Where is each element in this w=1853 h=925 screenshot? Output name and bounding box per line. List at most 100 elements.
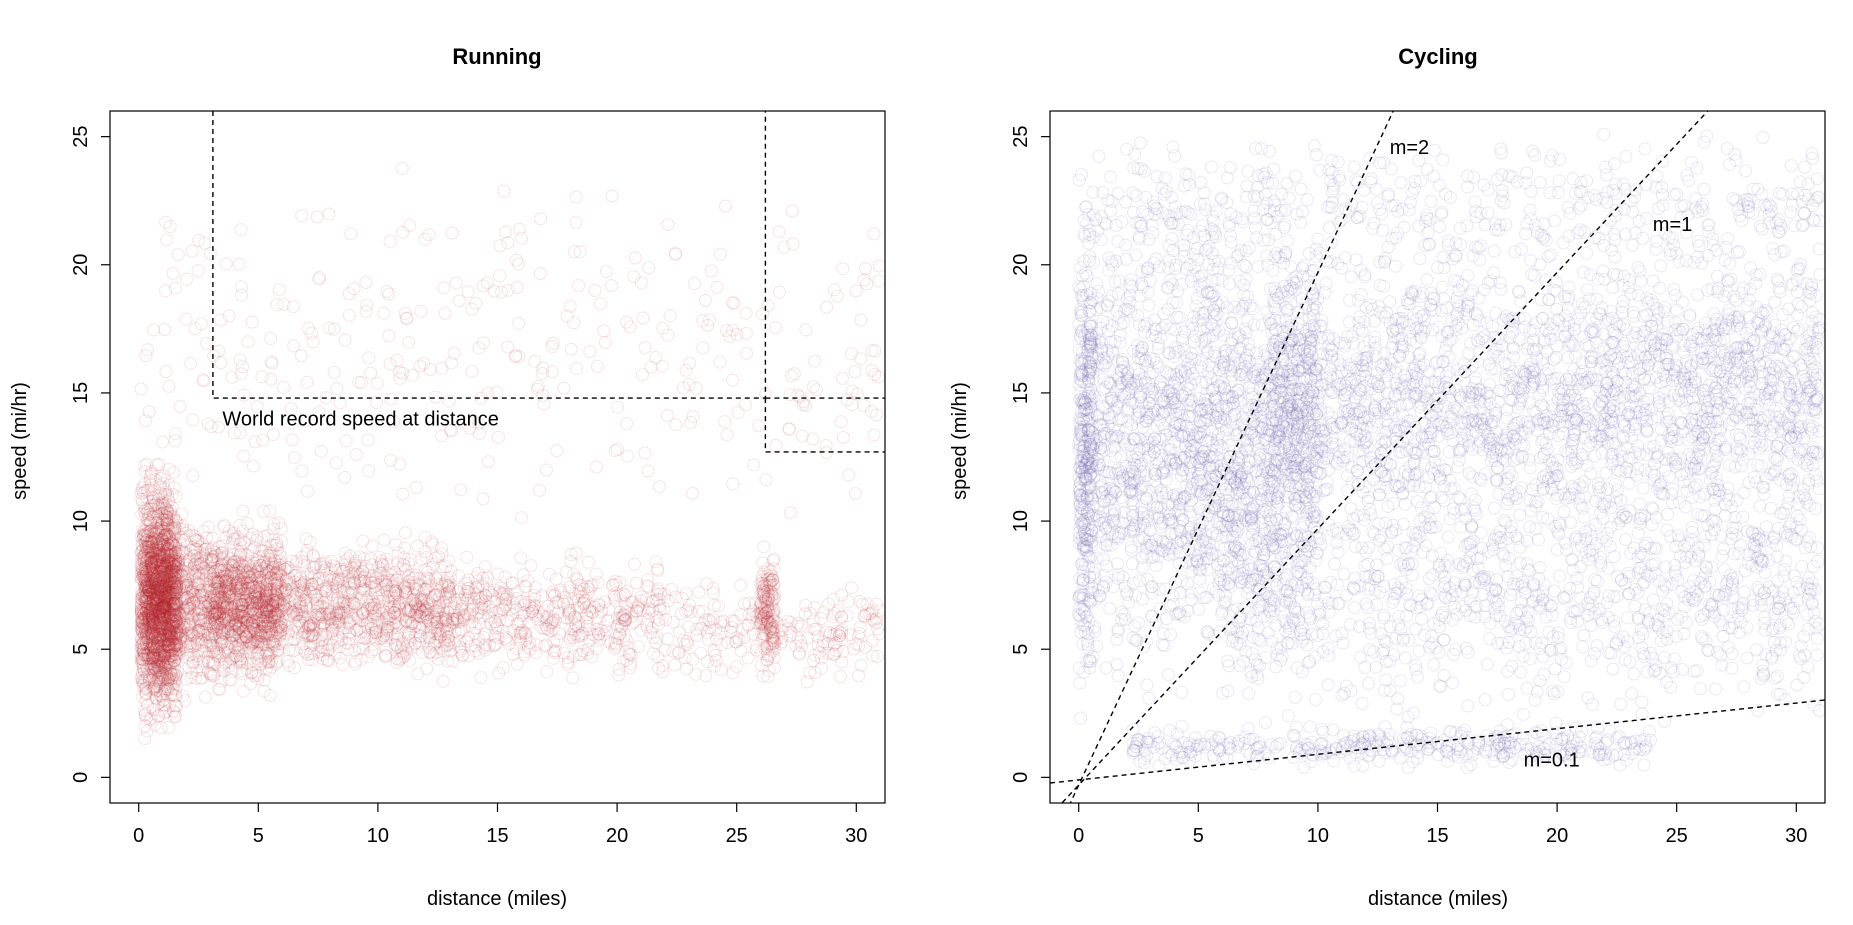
running-point <box>267 611 281 625</box>
running-point <box>147 562 161 576</box>
running-point <box>150 521 164 535</box>
running-point <box>227 526 241 540</box>
running-point <box>157 612 170 626</box>
running-point <box>164 565 178 579</box>
running-point <box>220 578 233 592</box>
running-point <box>169 689 183 702</box>
running-point <box>163 604 177 618</box>
running-point <box>550 444 564 458</box>
running-point <box>230 570 243 584</box>
running-point <box>261 643 275 657</box>
running-point <box>537 397 551 411</box>
running-point <box>253 604 267 618</box>
running-point <box>136 650 149 664</box>
running-point <box>143 543 157 557</box>
running-point <box>140 623 154 637</box>
running-point <box>149 547 163 560</box>
running-point <box>147 627 161 641</box>
running-point <box>145 612 159 626</box>
running-point <box>143 571 157 585</box>
running-point <box>263 614 277 628</box>
running-point <box>146 510 160 524</box>
running-point <box>155 634 169 648</box>
running-point <box>156 612 170 626</box>
running-point <box>159 561 173 575</box>
running-point <box>160 592 174 605</box>
running-point <box>134 601 148 615</box>
running-point <box>142 618 156 632</box>
running-point <box>154 560 168 573</box>
running-point <box>747 458 761 472</box>
running-point <box>379 649 393 663</box>
running-point <box>137 676 151 690</box>
running-point <box>195 635 209 649</box>
running-point <box>136 662 150 676</box>
running-point <box>162 595 176 609</box>
running-point <box>167 644 181 658</box>
running-point <box>146 662 160 676</box>
running-point <box>165 562 179 576</box>
running-point <box>299 532 313 546</box>
running-point <box>169 527 183 541</box>
running-point <box>734 644 748 658</box>
running-point <box>162 495 176 508</box>
running-point <box>163 545 177 559</box>
running-point <box>160 592 174 606</box>
running-point <box>164 504 178 518</box>
running-point <box>184 584 198 598</box>
running-point <box>215 613 229 627</box>
running-point <box>165 545 179 559</box>
running-point <box>144 660 158 674</box>
running-point <box>137 501 151 515</box>
running-point <box>158 561 172 575</box>
running-point <box>365 539 379 553</box>
running-point <box>170 619 184 633</box>
running-point <box>166 535 180 549</box>
running-point <box>154 660 168 674</box>
running-point <box>160 513 174 527</box>
running-point <box>162 649 176 663</box>
running-point <box>164 610 178 624</box>
running-point <box>141 586 154 600</box>
running-point <box>163 627 177 641</box>
running-point <box>150 554 164 568</box>
running-point <box>148 555 162 569</box>
running-point <box>149 690 163 704</box>
running-point <box>275 579 289 592</box>
running-point <box>145 576 159 590</box>
running-point <box>235 558 249 572</box>
running-point <box>169 616 183 630</box>
running-point <box>151 593 164 607</box>
running-point <box>160 593 174 606</box>
running-point <box>218 587 232 601</box>
running-point <box>162 552 176 566</box>
running-point <box>136 615 150 629</box>
running-point <box>161 602 175 616</box>
running-point <box>150 641 164 655</box>
running-point <box>162 699 176 713</box>
running-point <box>236 504 250 518</box>
running-point <box>153 677 167 690</box>
running-point <box>183 616 197 630</box>
running-point <box>161 623 175 637</box>
running-point <box>478 560 492 574</box>
running-point <box>138 465 152 479</box>
running-point <box>152 627 166 641</box>
running-point <box>142 648 156 662</box>
running-point <box>140 534 154 548</box>
running-point <box>147 580 161 594</box>
running-point <box>154 590 168 604</box>
running-point <box>222 524 236 538</box>
running-point <box>155 615 169 629</box>
running-point <box>151 578 165 592</box>
running-point <box>454 483 468 497</box>
running-point <box>154 497 168 511</box>
running-point <box>141 619 155 633</box>
running-point <box>169 565 183 579</box>
running-point <box>144 602 158 616</box>
running-point <box>166 521 180 535</box>
running-point <box>158 649 171 663</box>
running-point <box>149 544 163 558</box>
running-point <box>138 562 152 576</box>
running-point <box>168 559 182 573</box>
